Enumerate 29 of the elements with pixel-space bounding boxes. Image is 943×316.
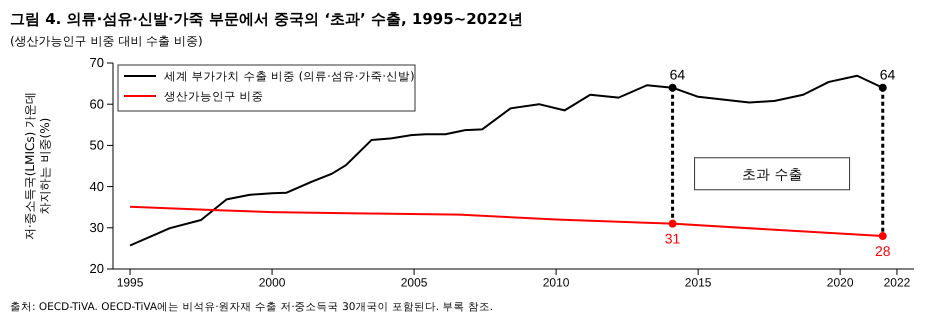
y-tick-label: 50	[90, 138, 104, 153]
x-tick-label: 2020	[826, 276, 854, 290]
annotation: 초과 수출	[742, 166, 802, 183]
point	[668, 84, 677, 92]
data-label: 28	[874, 243, 891, 260]
point	[878, 232, 887, 240]
legend-label: 생산가능인구 비중	[164, 89, 264, 103]
y-tick-label: 40	[90, 178, 104, 194]
data-label: 31	[664, 230, 681, 247]
point	[878, 84, 887, 92]
y-tick-label: 30	[90, 220, 104, 235]
x-tick-label: 2010	[542, 276, 570, 290]
note-box: 초과 수출	[694, 157, 850, 190]
y-tick-label: 70	[90, 55, 104, 70]
x-tick-label: 1995	[116, 276, 144, 290]
y-axis-title: 저·중소득국(LMICs) 가운데 차지하는 비중(%)	[23, 92, 52, 240]
x-tick-label: 2015	[684, 276, 712, 290]
source-note: 출처: OECD-TiVA. OECD-TiVA에는 비석유·원자재 수출 저·중소득국 30개국이 포함된다. 부록 참조.	[10, 301, 494, 313]
legend-label: 세계 부가가치 수출 비중 (의류·섬유·가죽·신발)	[164, 69, 415, 83]
y-tick-label: 60	[90, 96, 104, 112]
data-label: 64	[670, 66, 686, 83]
point	[668, 220, 677, 228]
chart-subtitle: (생산가능인구 비중 대비 수출 비중)	[10, 34, 203, 48]
chart-title: 그림 4. 의류·섬유·신발·가죽 부문에서 중국의 ‘초과’ 수출, 1995~2022년	[10, 10, 523, 28]
x-tick-label: 2000	[258, 276, 286, 290]
x-tick-label: 2005	[400, 276, 428, 290]
y-tick-label: 20	[90, 261, 104, 276]
data-label: 64	[880, 66, 896, 83]
x-tick-label: 2022	[884, 276, 911, 290]
